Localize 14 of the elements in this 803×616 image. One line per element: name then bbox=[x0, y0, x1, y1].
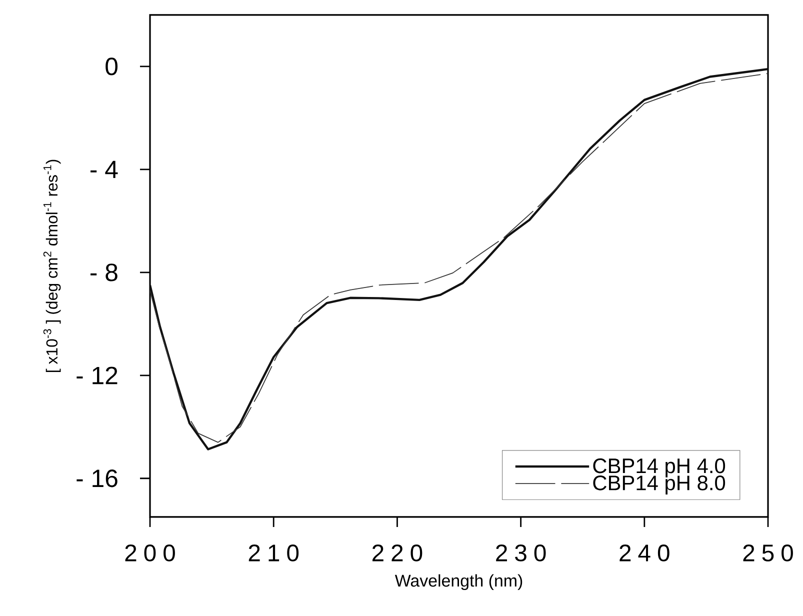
y-tick-label: 0 bbox=[106, 58, 118, 76]
x-tick-label: 2 5 0 bbox=[743, 544, 793, 562]
legend-label: CBP14 pH 8.0 bbox=[593, 476, 726, 494]
x-tick-label: 2 1 0 bbox=[248, 544, 299, 562]
y-tick-label: - 8 bbox=[90, 264, 118, 282]
x-tick-label: 2 4 0 bbox=[620, 544, 670, 562]
x-axis-title: Wavelength (nm) bbox=[394, 574, 522, 590]
x-tick-label: 2 0 0 bbox=[125, 544, 175, 562]
x-tick-label: 2 2 0 bbox=[372, 544, 422, 562]
text: [ x10$^{-3}$ ] (deg cm$^{2}$ dmol$^{-1}$ res$^{-1}$) bbox=[43, 160, 61, 372]
y-tick-label: - 16 bbox=[76, 470, 118, 488]
y-tick-label: - 12 bbox=[76, 366, 118, 384]
x-tick-label: 2 3 0 bbox=[496, 544, 546, 562]
y-tick-label: - 4 bbox=[90, 160, 118, 178]
